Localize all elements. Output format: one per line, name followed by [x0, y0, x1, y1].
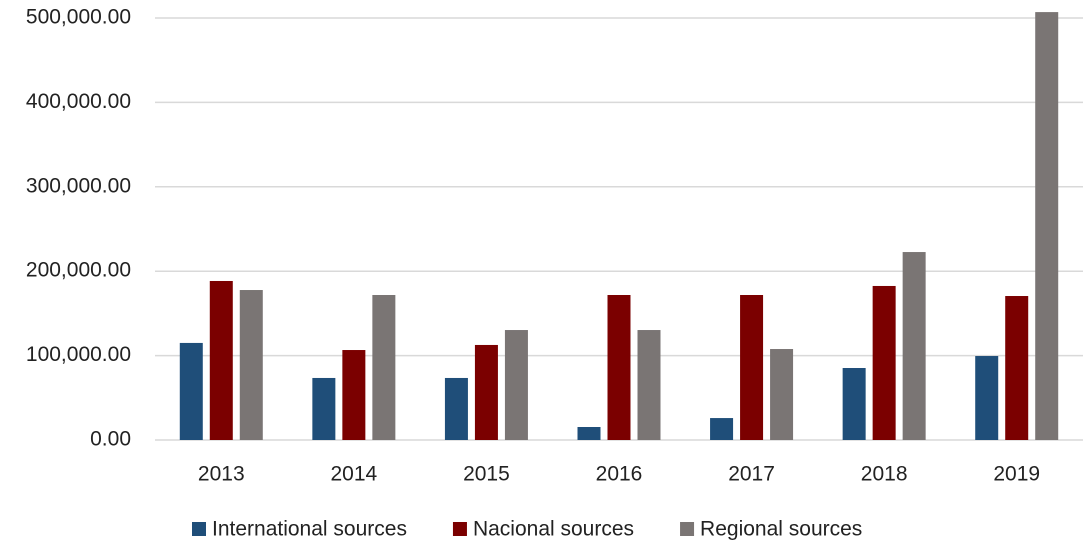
bar — [1035, 12, 1059, 440]
x-tick-label: 2013 — [198, 463, 245, 486]
bar — [1005, 296, 1029, 440]
y-tick-label: 300,000.00 — [26, 174, 131, 197]
y-tick-label: 200,000.00 — [26, 259, 131, 282]
bar — [342, 350, 366, 440]
bar — [474, 344, 498, 440]
bar — [710, 418, 734, 440]
bar — [637, 330, 661, 440]
y-tick-label: 0.00 — [90, 428, 131, 451]
x-tick-label: 2017 — [728, 463, 775, 486]
legend-swatch — [680, 522, 695, 536]
bar — [842, 368, 866, 440]
y-tick-label: 400,000.00 — [26, 90, 131, 113]
bar — [902, 252, 926, 440]
bar — [372, 295, 396, 440]
bar — [872, 285, 896, 440]
bar — [577, 427, 601, 440]
bar — [312, 377, 336, 440]
bar — [740, 295, 764, 440]
y-tick-label: 500,000.00 — [26, 6, 131, 29]
legend-label: International sources — [212, 518, 407, 541]
bar — [239, 290, 263, 440]
x-tick-label: 2019 — [993, 463, 1040, 486]
x-tick-label: 2018 — [861, 463, 908, 486]
legend-swatch — [192, 522, 206, 536]
bar — [504, 330, 528, 440]
bar — [975, 356, 999, 440]
bar — [444, 377, 468, 440]
bar — [209, 280, 233, 440]
legend-label: Nacional sources — [473, 518, 634, 541]
legend-swatch — [452, 522, 467, 536]
bar — [179, 342, 203, 440]
bar — [770, 349, 794, 440]
x-tick-label: 2014 — [330, 463, 377, 486]
x-tick-label: 2016 — [596, 463, 643, 486]
x-tick-label: 2015 — [463, 463, 510, 486]
legend-label: Regional sources — [700, 518, 862, 541]
y-tick-label: 100,000.00 — [26, 343, 131, 366]
bar — [607, 295, 631, 440]
